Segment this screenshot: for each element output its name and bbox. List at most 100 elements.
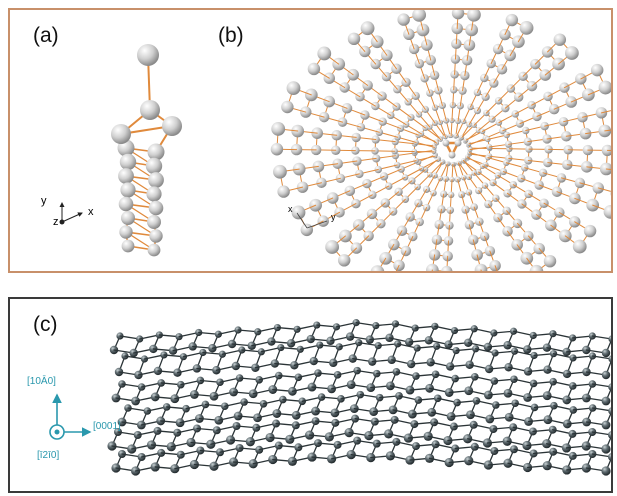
tube-atom [300, 223, 314, 237]
tube-atom [286, 81, 301, 96]
tube-atom [317, 46, 332, 61]
tube-bond [431, 269, 433, 271]
atom [111, 124, 131, 144]
tube-atom [271, 122, 286, 136]
tube-bond [415, 141, 435, 148]
tube-bond [469, 152, 489, 159]
tube-atom [553, 33, 567, 46]
panel-a-axes: y z x [41, 195, 94, 228]
atom [146, 186, 162, 202]
tube-bond [377, 272, 392, 280]
tube-bond [461, 124, 475, 138]
tube-atom [281, 100, 294, 114]
tube-bond [485, 280, 500, 285]
panel-c-layered-structure [107, 319, 611, 476]
tube-atom [386, 274, 398, 286]
chain-atom [608, 355, 611, 363]
tube-atom [291, 205, 306, 220]
chain-atom [601, 396, 611, 406]
tube-atom [360, 21, 375, 36]
tube-bond [420, 159, 439, 170]
chain-atom [601, 466, 611, 476]
chain-atom [601, 370, 611, 380]
chain-atom [608, 335, 611, 343]
direction-up-label: [10Ā0] [27, 375, 56, 387]
tube-atom [412, 10, 427, 22]
tube-bond [462, 159, 475, 174]
tube-bond [429, 162, 443, 176]
tube-bond [465, 130, 484, 141]
direction-out-label: [ī2ī0] [37, 450, 59, 461]
atom [118, 168, 134, 184]
atom [121, 211, 135, 225]
axis-b-y-label: y [331, 212, 336, 222]
tube-atom [474, 263, 488, 271]
tube-bond [600, 110, 611, 114]
atom [147, 243, 161, 257]
tube-bond [604, 129, 611, 132]
chain-atom [601, 444, 611, 454]
tube-bond [494, 265, 498, 271]
atom [121, 239, 135, 253]
tube-atom [337, 254, 351, 267]
axis-a-z-label: z [53, 216, 59, 228]
tube-bond [429, 126, 442, 141]
chain-atom [608, 383, 611, 391]
tube-atom [583, 224, 597, 238]
tube-atom [441, 265, 453, 271]
panel-b-label: (b) [218, 24, 244, 47]
tube-atom [277, 185, 290, 198]
axis-a-y-label: y [41, 195, 47, 207]
atom [147, 215, 161, 229]
tube-atom [601, 144, 611, 157]
atom [137, 44, 159, 66]
panel-a-single-tube [111, 44, 182, 257]
tube-bond [610, 208, 611, 213]
chain-atom [608, 453, 611, 461]
atom [119, 225, 133, 239]
chain-atom [601, 348, 611, 358]
tube-bond [469, 146, 490, 151]
atom [148, 172, 164, 188]
atom [119, 153, 137, 171]
central-bond-triangle [443, 141, 461, 158]
panel-c-label: (c) [33, 313, 58, 336]
tube-atom [325, 240, 340, 254]
central-atom [442, 139, 450, 147]
tube-atom [370, 265, 385, 271]
tube-atom [603, 204, 611, 219]
tube-atom [610, 190, 611, 196]
axis-b-x-label: x [288, 204, 293, 214]
tube-atom [347, 32, 361, 46]
tube-atom [307, 62, 321, 76]
tube-atom [397, 13, 410, 26]
tube-bond [446, 272, 447, 287]
tube-atom [598, 80, 611, 95]
tube-atom [478, 278, 492, 292]
tube-bond [597, 187, 611, 192]
tube-atom [529, 264, 544, 271]
atom [147, 143, 165, 161]
tube-atom [599, 162, 611, 176]
chain-atom [608, 407, 611, 415]
tube-atom [494, 274, 506, 286]
atom [148, 200, 164, 216]
panel-b-tube-array [270, 10, 611, 293]
tube-bond [480, 269, 482, 271]
atom [162, 116, 182, 136]
chain-atom [608, 431, 611, 439]
atom [145, 157, 163, 175]
tube-atom [426, 263, 439, 271]
tube-atom [467, 10, 481, 22]
axis-a-x-label: x [88, 206, 94, 218]
central-atom [454, 139, 462, 147]
tube-bond [605, 168, 611, 170]
panel-b-axes: x y [288, 204, 336, 229]
tube-bond [466, 156, 484, 167]
tube-atom [519, 20, 534, 35]
atom [140, 100, 160, 120]
tube-atom [440, 281, 452, 293]
tube-atom [543, 254, 557, 268]
tube-atom [505, 13, 519, 27]
